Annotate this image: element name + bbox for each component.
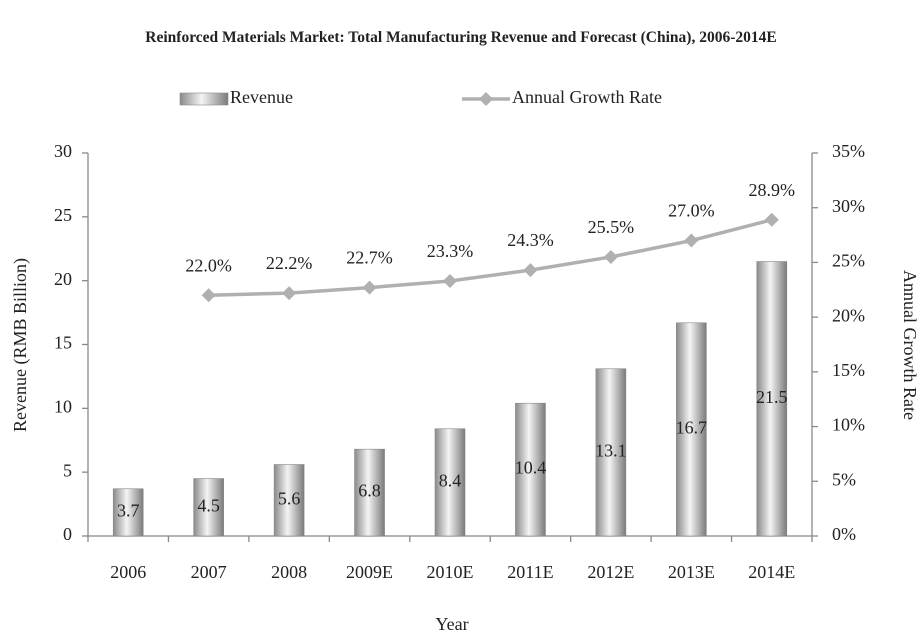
legend-marker bbox=[479, 92, 493, 106]
bar-value-label: 21.5 bbox=[756, 387, 788, 407]
line-marker bbox=[684, 233, 699, 248]
legend-label: Annual Growth Rate bbox=[512, 87, 662, 107]
y2-axis-title: Annual Growth Rate bbox=[900, 270, 920, 420]
y2-tick-label: 20% bbox=[832, 305, 865, 325]
y-tick-label: 10 bbox=[54, 396, 72, 416]
y2-tick-label: 35% bbox=[832, 141, 865, 161]
bar-value-label: 3.7 bbox=[117, 501, 140, 521]
x-tick-label: 2009E bbox=[346, 562, 393, 582]
bar bbox=[112, 488, 144, 537]
y2-tick-label: 5% bbox=[832, 469, 856, 489]
line-marker bbox=[443, 274, 457, 289]
y2-tick-label: 30% bbox=[832, 196, 865, 216]
y2-tick-label: 25% bbox=[832, 251, 865, 271]
x-tick-label: 2007 bbox=[191, 562, 227, 582]
line-marker bbox=[282, 286, 297, 301]
x-tick-label: 2013E bbox=[668, 562, 715, 582]
line-value-label: 22.7% bbox=[346, 248, 393, 268]
y-tick-label: 25 bbox=[54, 205, 72, 225]
bar bbox=[193, 478, 224, 537]
bar-value-label: 8.4 bbox=[439, 471, 462, 491]
y-axis-title: Revenue (RMB Billion) bbox=[10, 258, 31, 432]
x-axis-title: Year bbox=[435, 614, 468, 634]
bar bbox=[756, 261, 788, 537]
line-value-label: 23.3% bbox=[427, 241, 474, 261]
bar-value-label: 10.4 bbox=[515, 458, 547, 478]
y-tick-label: 30 bbox=[54, 141, 72, 161]
x-tick-label: 2006 bbox=[110, 562, 146, 582]
y-tick-label: 15 bbox=[54, 333, 72, 353]
y-tick-label: 5 bbox=[63, 460, 72, 480]
bar-value-label: 6.8 bbox=[358, 481, 381, 501]
line bbox=[208, 218, 773, 298]
chart-title: Reinforced Materials Market: Total Manuf… bbox=[145, 29, 777, 46]
y2-tick-label: 10% bbox=[832, 415, 865, 435]
legend-swatch bbox=[179, 92, 229, 106]
y2-tick-label: 0% bbox=[832, 524, 856, 544]
line-marker bbox=[362, 280, 377, 295]
bar bbox=[595, 368, 627, 537]
bar bbox=[676, 322, 707, 537]
bar-value-label: 13.1 bbox=[595, 441, 627, 461]
line-value-label: 22.0% bbox=[185, 255, 232, 275]
bar bbox=[273, 464, 305, 537]
x-tick-label: 2012E bbox=[587, 562, 634, 582]
bar-value-label: 4.5 bbox=[197, 495, 220, 515]
line-value-label: 24.3% bbox=[507, 230, 554, 250]
line-value-label: 28.9% bbox=[749, 180, 796, 200]
legend-label: Revenue bbox=[230, 87, 293, 107]
line-marker bbox=[603, 249, 618, 264]
bar bbox=[515, 402, 546, 537]
line-value-label: 27.0% bbox=[668, 201, 715, 221]
y-tick-label: 20 bbox=[54, 269, 72, 289]
x-tick-label: 2008 bbox=[271, 562, 307, 582]
x-tick-label: 2011E bbox=[507, 562, 553, 582]
y2-tick-label: 15% bbox=[832, 360, 865, 380]
x-tick-label: 2014E bbox=[748, 562, 795, 582]
line-value-label: 25.5% bbox=[588, 217, 635, 237]
x-tick-label: 2010E bbox=[427, 562, 474, 582]
y-tick-label: 0 bbox=[63, 524, 72, 544]
bar bbox=[434, 428, 466, 537]
line-value-label: 22.2% bbox=[266, 253, 313, 273]
line-marker bbox=[201, 288, 216, 303]
bar-value-label: 16.7 bbox=[676, 418, 708, 438]
line-marker bbox=[523, 263, 538, 278]
bar-value-label: 5.6 bbox=[278, 488, 301, 508]
line-marker bbox=[764, 212, 779, 227]
bar bbox=[354, 448, 385, 537]
